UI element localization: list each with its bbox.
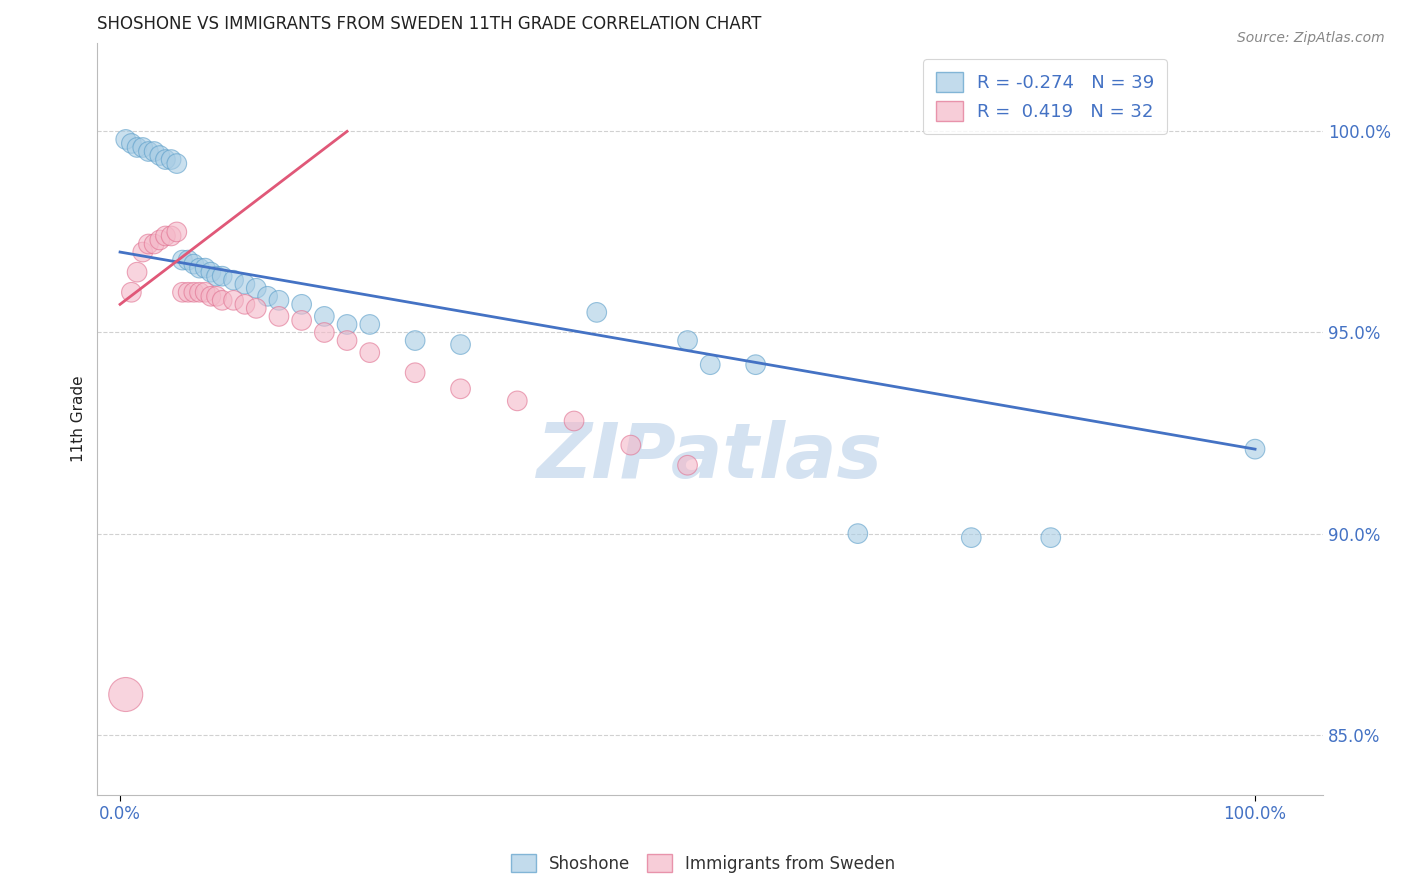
Point [960,531,983,545]
Point [562,414,585,428]
Point [183,257,205,271]
Point [194,285,217,300]
Legend: R = -0.274   N = 39, R =  0.419   N = 32: R = -0.274 N = 39, R = 0.419 N = 32 [922,60,1167,134]
Point [291,313,314,327]
Point [205,269,228,284]
Point [359,318,381,332]
Point [200,289,222,303]
Point [114,688,136,702]
Point [506,393,529,408]
Point [267,310,290,324]
Point [699,358,721,372]
Point [291,297,314,311]
Point [120,136,142,151]
Point [233,277,256,292]
Point [125,140,148,154]
Point [404,366,426,380]
Point [846,526,869,541]
Point [166,225,188,239]
Point [177,285,200,300]
Point [314,310,336,324]
Point [314,326,336,340]
Point [132,245,155,260]
Point [188,285,211,300]
Point [211,293,233,308]
Point [200,265,222,279]
Point [177,253,200,268]
Point [160,153,183,167]
Point [160,229,183,244]
Point [222,273,245,287]
Y-axis label: 11th Grade: 11th Grade [72,376,86,462]
Point [155,229,177,244]
Text: Source: ZipAtlas.com: Source: ZipAtlas.com [1237,31,1385,45]
Point [267,293,290,308]
Point [744,358,766,372]
Point [138,145,160,159]
Point [222,293,245,308]
Point [120,285,142,300]
Legend: Shoshone, Immigrants from Sweden: Shoshone, Immigrants from Sweden [503,847,903,880]
Point [172,285,194,300]
Point [143,145,166,159]
Point [138,237,160,252]
Point [149,233,172,247]
Point [172,253,194,268]
Point [211,269,233,284]
Point [1244,442,1267,457]
Text: SHOSHONE VS IMMIGRANTS FROM SWEDEN 11TH GRADE CORRELATION CHART: SHOSHONE VS IMMIGRANTS FROM SWEDEN 11TH … [97,15,762,33]
Point [245,281,267,295]
Point [149,148,172,162]
Point [166,156,188,170]
Point [620,438,643,452]
Point [188,261,211,276]
Point [585,305,607,319]
Point [114,132,136,146]
Point [125,265,148,279]
Point [205,289,228,303]
Text: ZIPatlas: ZIPatlas [537,419,883,493]
Point [245,301,267,316]
Point [233,297,256,311]
Point [404,334,426,348]
Point [132,140,155,154]
Point [676,458,699,473]
Point [676,334,699,348]
Point [155,153,177,167]
Point [194,261,217,276]
Point [1039,531,1062,545]
Point [450,337,472,351]
Point [336,334,359,348]
Point [256,289,278,303]
Point [450,382,472,396]
Point [336,318,359,332]
Point [183,285,205,300]
Point [143,237,166,252]
Point [359,345,381,359]
